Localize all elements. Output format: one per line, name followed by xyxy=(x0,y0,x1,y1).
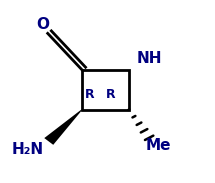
Text: O: O xyxy=(36,17,49,32)
Text: R: R xyxy=(106,88,115,101)
Text: R: R xyxy=(84,88,94,101)
Polygon shape xyxy=(44,109,82,145)
Text: Me: Me xyxy=(146,139,171,154)
Text: H₂N: H₂N xyxy=(11,142,43,157)
Text: NH: NH xyxy=(136,51,162,66)
